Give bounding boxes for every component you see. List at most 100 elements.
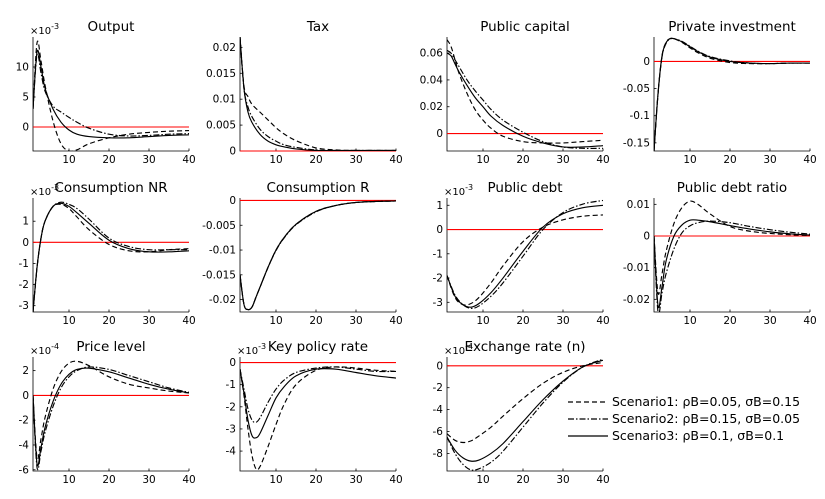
y-tick-label: -3 [226, 423, 236, 435]
subplot-public-debt-ratio: Public debt ratio 10 20 30 40 -0.02 -0.01 0 0.01 [623, 180, 817, 327]
x-tick-label: 20 [309, 154, 322, 166]
x-tick-label: 40 [182, 474, 195, 486]
exponent-label-exchange-rate-n: ×10-4 [444, 342, 473, 357]
x-tick-label: 40 [596, 474, 609, 486]
series-line-scenario3-price-level [33, 367, 189, 467]
series-line-scenario3-public-debt [447, 204, 603, 308]
x-tick-label: 30 [142, 154, 155, 166]
x-tick-label: 20 [309, 474, 322, 486]
exponent-label-output: ×10-3 [30, 22, 59, 37]
series-line-scenario3-consumption-r [240, 200, 396, 311]
y-tick-label: -0.05 [623, 83, 650, 95]
series-line-scenario1-price-level [33, 360, 189, 460]
x-tick-label: 40 [596, 154, 609, 166]
series-line-scenario2-tax [240, 37, 396, 151]
y-tick-label: 0.02 [213, 42, 236, 54]
series-line-scenario2-output [33, 53, 189, 137]
subplot-title-public-capital: Public capital [480, 19, 570, 35]
x-tick-label: 40 [389, 154, 402, 166]
y-tick-label: -1 [433, 248, 443, 260]
series-line-scenario1-consumption-nr [33, 203, 189, 312]
y-tick-label: 2 [22, 365, 29, 377]
x-tick-label: 40 [596, 315, 609, 327]
y-tick-label: 0 [229, 357, 236, 369]
x-tick-label: 30 [349, 315, 362, 327]
y-tick-label: 0 [436, 360, 443, 372]
x-tick-label: 40 [182, 154, 195, 166]
y-tick-label: -0.1 [630, 110, 651, 122]
series-line-scenario3-public-capital [447, 52, 603, 148]
subplot-title-price-level: Price level [76, 339, 145, 355]
y-tick-label: -0.02 [209, 294, 236, 306]
y-tick-label: 1 [436, 200, 443, 212]
x-tick-label: 20 [102, 315, 115, 327]
axes-consumption-r [239, 198, 396, 313]
y-tick-label: -0.15 [623, 137, 650, 149]
y-tick-label: 0 [22, 122, 29, 134]
y-tick-label: -4 [226, 446, 237, 458]
y-tick-label: -2 [433, 273, 443, 285]
series-line-scenario2-public-debt [447, 199, 603, 309]
series-line-scenario2-key-policy-rate [240, 366, 396, 423]
x-tick-label: 10 [683, 154, 696, 166]
y-tick-label: -8 [433, 448, 443, 460]
series-line-scenario2-exchange-rate-n [447, 358, 603, 471]
x-tick-label: 40 [803, 315, 816, 327]
x-tick-label: 40 [389, 474, 402, 486]
series-line-scenario1-consumption-r [240, 200, 396, 311]
exponent-label-public-debt: ×10-3 [444, 183, 473, 198]
y-tick-label: 0 [22, 237, 29, 249]
y-tick-label: 0.015 [206, 68, 236, 80]
legend-label-scenario3: Scenario3: ρB=0.1, σB=0.1 [612, 428, 784, 443]
subplot-title-key-policy-rate: Key policy rate [268, 339, 368, 355]
series-line-scenario3-output [33, 49, 189, 139]
subplot-title-public-debt-ratio: Public debt ratio [677, 180, 787, 196]
axes-public-debt [446, 198, 603, 313]
axes-key-policy-rate [239, 357, 396, 472]
y-tick-label: -6 [433, 426, 444, 438]
series-line-scenario1-private-investment [654, 37, 810, 151]
y-tick-label: 0 [436, 128, 443, 140]
legend-label-scenario2: Scenario2: ρB=0.15, σB=0.05 [612, 411, 800, 426]
x-tick-label: 10 [269, 474, 282, 486]
x-tick-label: 30 [763, 315, 776, 327]
x-tick-label: 40 [389, 315, 402, 327]
x-tick-label: 10 [62, 154, 75, 166]
y-tick-label: -1 [19, 258, 29, 270]
axes-public-capital [446, 37, 603, 152]
x-tick-label: 30 [142, 474, 155, 486]
x-tick-label: 40 [803, 154, 816, 166]
subplot-title-tax: Tax [306, 19, 329, 35]
y-tick-label: 0.04 [420, 74, 444, 86]
x-tick-label: 30 [349, 474, 362, 486]
x-tick-label: 10 [683, 315, 696, 327]
y-tick-label: -0.01 [209, 245, 236, 257]
y-tick-label: -2 [19, 415, 29, 427]
y-tick-label: -0.02 [623, 294, 650, 306]
x-tick-label: 30 [142, 315, 155, 327]
x-tick-label: 10 [269, 154, 282, 166]
series-line-scenario3-tax [240, 37, 396, 151]
subplot-price-level: Price level ×10-4 10 20 30 40 -6 -4 -2 0 2 [19, 339, 196, 486]
y-tick-label: -2 [19, 279, 29, 291]
y-tick-label: 0 [643, 231, 650, 243]
x-tick-label: 10 [62, 315, 75, 327]
x-tick-label: 10 [476, 474, 489, 486]
y-tick-label: -3 [19, 300, 29, 312]
series-line-scenario3-public-debt-ratio [654, 219, 810, 309]
y-tick-label: -2 [433, 382, 443, 394]
x-tick-label: 20 [102, 154, 115, 166]
subplot-title-exchange-rate-n: Exchange rate (n) [464, 339, 585, 355]
subplot-consumption-nr: Consumption NR×10-3 10 20 30 40 -3 -2 -1 0 1 [19, 180, 196, 327]
axes-tax [239, 37, 396, 152]
y-tick-label: 5 [22, 92, 29, 104]
y-tick-label: 10 [16, 62, 29, 74]
x-tick-label: 20 [516, 315, 529, 327]
y-tick-label: -0.005 [202, 220, 236, 232]
y-tick-label: 1 [22, 216, 29, 228]
exponent-label-key-policy-rate: ×10-3 [237, 342, 266, 357]
subplot-title-private-investment: Private investment [668, 19, 796, 35]
series-line-scenario2-price-level [33, 366, 189, 471]
subplot-key-policy-rate: Key policy rate×10-3 10 20 30 40 -4 -3 -2 -1 0 [226, 339, 403, 486]
x-tick-label: 40 [182, 315, 195, 327]
